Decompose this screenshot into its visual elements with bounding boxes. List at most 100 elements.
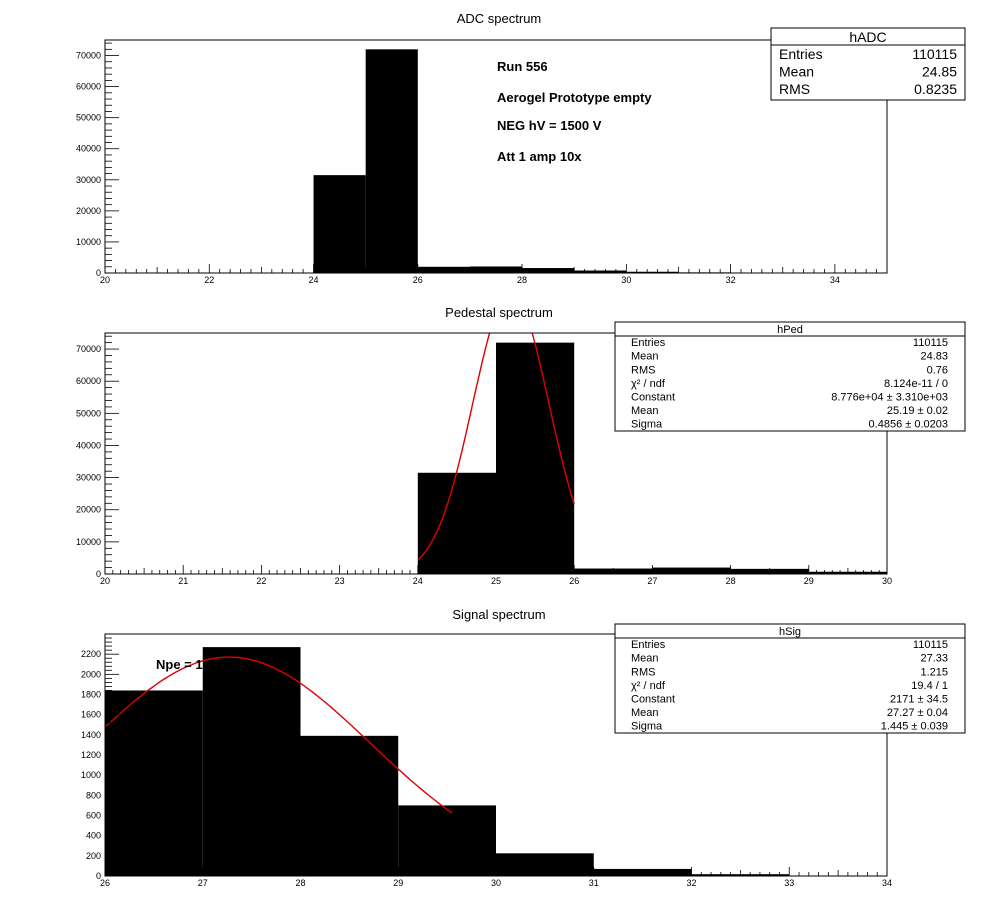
stats-box-frame <box>770 27 966 101</box>
y-tick-label: 1400 <box>81 730 101 740</box>
stats-label: RMS <box>631 666 655 678</box>
y-tick-label: 0 <box>96 569 101 579</box>
histogram-bar <box>417 266 470 273</box>
x-tick-label: 28 <box>517 275 527 285</box>
annotation-text: Att 1 amp 10x <box>497 149 582 164</box>
x-tick-label: 26 <box>100 878 110 888</box>
plot-area <box>105 647 887 876</box>
x-tick-label: 22 <box>204 275 214 285</box>
histogram-bar <box>105 690 203 876</box>
annotation-text: Aerogel Prototype empty <box>497 90 652 105</box>
stats-label: Mean <box>631 351 659 363</box>
stats-value: 8.776e+04 ± 3.310e+03 <box>831 392 948 404</box>
stats-value: 1.215 <box>920 666 948 678</box>
x-tick-label: 30 <box>621 275 631 285</box>
y-tick-label: 60000 <box>76 376 101 386</box>
stats-value: 25.19 ± 0.02 <box>887 405 948 417</box>
stats-value: 24.85 <box>922 64 957 80</box>
stats-value: 8.124e-11 / 0 <box>884 378 948 390</box>
x-tick-label: 21 <box>178 576 188 586</box>
y-tick-label: 1800 <box>81 690 101 700</box>
stats-value: 27.33 <box>920 653 948 665</box>
y-tick-label: 2000 <box>81 669 101 679</box>
x-tick-label: 27 <box>647 576 657 586</box>
fit-curve <box>417 333 575 561</box>
stats-value: 110115 <box>913 639 948 651</box>
y-tick-label: 70000 <box>76 344 101 354</box>
stats-label: Mean <box>631 405 659 417</box>
stats-label: Constant <box>631 392 675 404</box>
stats-label: χ² / ndf <box>631 378 666 390</box>
y-tick-label: 600 <box>86 811 101 821</box>
y-tick-label: 20000 <box>76 505 101 515</box>
plot-frame <box>104 39 888 274</box>
histogram-bar <box>313 175 366 273</box>
y-tick-label: 30000 <box>76 473 101 483</box>
stats-value: 0.8235 <box>914 81 957 97</box>
x-tick-label: 29 <box>804 576 814 586</box>
x-tick-label: 22 <box>256 576 266 586</box>
stats-box-name: hPed <box>777 324 803 336</box>
panel-title: Signal spectrum <box>452 607 545 622</box>
y-tick-label: 40000 <box>76 440 101 450</box>
x-tick-label: 30 <box>882 576 892 586</box>
histogram-bar <box>417 472 496 574</box>
x-tick-label: 34 <box>882 878 892 888</box>
plot-area <box>313 49 835 273</box>
stats-label: Entries <box>631 337 666 349</box>
histogram-bar <box>365 49 418 273</box>
x-tick-label: 25 <box>491 576 501 586</box>
x-tick-label: 23 <box>335 576 345 586</box>
y-tick-label: 1600 <box>81 710 101 720</box>
y-tick-label: 70000 <box>76 51 101 61</box>
stats-label: Mean <box>779 64 814 80</box>
histogram-bar <box>300 735 399 876</box>
y-tick-label: 40000 <box>76 144 101 154</box>
x-tick-label: 29 <box>393 878 403 888</box>
histogram-bar <box>202 647 301 876</box>
stats-value: 1.445 ± 0.039 <box>881 721 948 733</box>
stats-value: 0.76 <box>927 364 948 376</box>
stats-value: 0.4856 ± 0.0203 <box>869 419 948 431</box>
panel-title: Pedestal spectrum <box>445 305 553 320</box>
y-tick-label: 50000 <box>76 408 101 418</box>
stats-label: RMS <box>779 81 810 97</box>
y-tick-label: 30000 <box>76 175 101 185</box>
y-tick-label: 10000 <box>76 537 101 547</box>
x-tick-label: 26 <box>569 576 579 586</box>
stats-box: hSig Entries 110115 Mean 27.33 RMS 1.215 χ² / n… <box>614 623 966 734</box>
panel-3: Signal spectrum 26 27 28 29 30 31 32 33 34 0 200 400… <box>81 607 966 888</box>
x-tick-label: 30 <box>491 878 501 888</box>
annotation-text: Run 556 <box>497 59 548 74</box>
stats-value: 110115 <box>913 337 948 349</box>
x-tick-label: 20 <box>100 275 110 285</box>
y-tick-label: 2200 <box>81 649 101 659</box>
panel-title: ADC spectrum <box>457 11 542 26</box>
x-tick-label: 32 <box>726 275 736 285</box>
stats-box-name: hADC <box>849 29 886 45</box>
y-tick-label: 60000 <box>76 82 101 92</box>
histogram-bar <box>574 270 627 273</box>
stats-label: Sigma <box>631 419 663 431</box>
stats-box: hADC Entries 110115 Mean 24.85 RMS 0.8235 <box>770 27 966 101</box>
histogram-bar <box>398 805 496 876</box>
histogram-bar <box>496 853 594 876</box>
stats-box-frame <box>614 623 966 734</box>
stats-box-name: hSig <box>779 626 801 638</box>
y-tick-label: 0 <box>96 871 101 881</box>
annotation-text: Npe = 1 <box>156 657 203 672</box>
histogram-bar <box>469 266 523 273</box>
stats-label: Sigma <box>631 721 663 733</box>
histogram-bar <box>496 342 575 574</box>
y-tick-label: 800 <box>86 790 101 800</box>
y-tick-label: 1200 <box>81 750 101 760</box>
y-tick-label: 50000 <box>76 113 101 123</box>
stats-value: 2171 ± 34.5 <box>890 694 948 706</box>
panel-1: ADC spectrum 20 22 24 26 28 30 32 34 0 10000 20000 3… <box>76 11 966 285</box>
stats-label: Entries <box>779 46 823 62</box>
y-tick-label: 20000 <box>76 206 101 216</box>
stats-label: Entries <box>631 639 666 651</box>
x-tick-label: 28 <box>726 576 736 586</box>
stats-label: χ² / ndf <box>631 680 666 692</box>
